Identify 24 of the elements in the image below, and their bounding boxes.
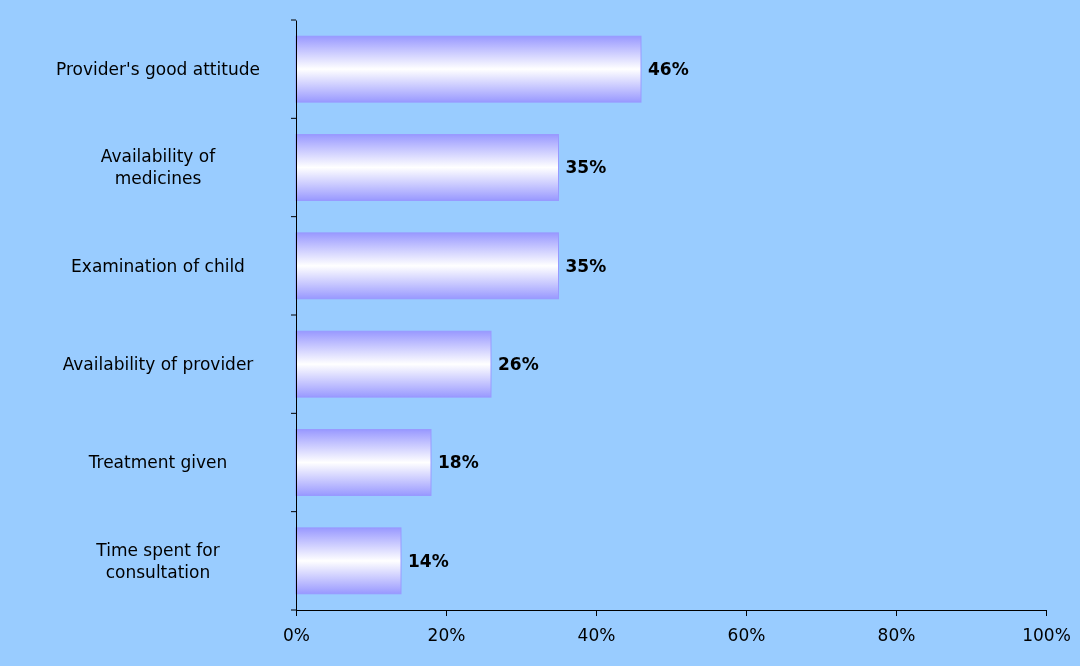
y-tick-label: Availability of provider [62, 354, 254, 375]
y-tick-label: Examination of child [71, 255, 245, 276]
y-tick-label: Time spent for consultation [95, 539, 220, 582]
x-tick-label: 20% [427, 625, 466, 646]
bar [295, 330, 492, 398]
bar [295, 429, 432, 496]
x-tick-label: 80% [877, 625, 916, 646]
data-label: 14% [408, 550, 449, 571]
bar [295, 527, 402, 595]
bar [295, 35, 642, 103]
x-tick-label: 40% [577, 625, 616, 646]
y-tick-label: Availability of medicines [100, 146, 217, 189]
data-label: 18% [438, 452, 479, 473]
bar [295, 134, 559, 201]
data-label: 35% [565, 255, 607, 276]
y-tick-label: Treatment given [87, 452, 228, 473]
y-tick-label: Provider's good attitude [56, 59, 260, 80]
data-label: 26% [498, 354, 539, 375]
x-tick-label: 60% [727, 625, 766, 646]
data-label: 46% [648, 59, 689, 80]
x-tick-label: 100% [1022, 625, 1071, 646]
x-tick-label: 0% [283, 625, 310, 646]
bar [295, 232, 559, 300]
data-label: 35% [565, 157, 607, 178]
